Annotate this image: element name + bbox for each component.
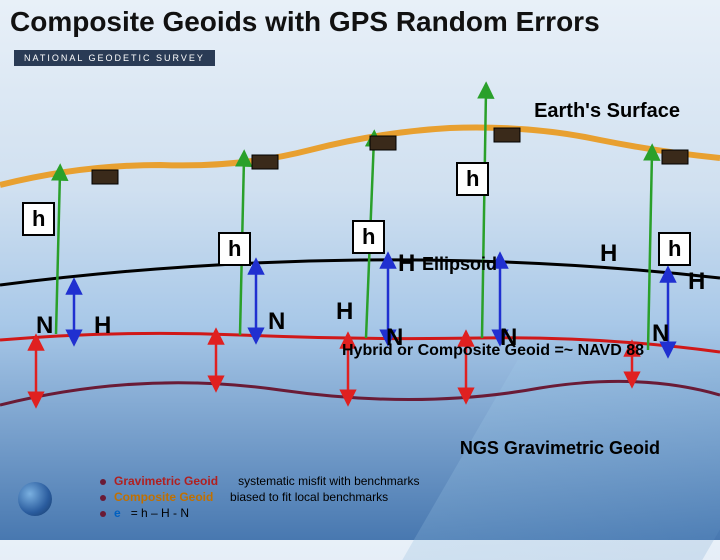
cap-n-label: N <box>386 324 403 352</box>
bullet-text: systematic misfit with benchmarks <box>238 474 419 488</box>
bullet-dot-icon <box>100 511 106 517</box>
h-label: h <box>22 202 55 236</box>
noaa-logo-icon <box>18 482 52 516</box>
cap-h-label: H <box>398 250 415 278</box>
bullet-list: Gravimetric Geoid systematic misfit with… <box>100 474 419 522</box>
cap-n-label: N <box>652 320 669 348</box>
term-gravimetric: Gravimetric Geoid <box>114 474 218 488</box>
page-title: Composite Geoids with GPS Random Errors <box>10 6 600 38</box>
cap-n-label: N <box>500 324 517 352</box>
cap-h-label: H <box>688 268 705 296</box>
ellipsoid-label: Ellipsoid <box>422 254 497 275</box>
term-e: e <box>114 506 121 520</box>
cap-h-label: H <box>600 240 617 268</box>
h-label: h <box>456 162 489 196</box>
bullet-text: = h – H - N <box>131 506 189 520</box>
bullet-text: biased to fit local benchmarks <box>230 490 388 504</box>
h-label: h <box>352 220 385 254</box>
bullet-item: e = h – H - N <box>100 506 419 520</box>
h-label: h <box>218 232 251 266</box>
ngs-header-bar: NATIONAL GEODETIC SURVEY <box>14 50 215 66</box>
term-composite: Composite Geoid <box>114 490 213 504</box>
bullet-dot-icon <box>100 495 106 501</box>
geoid-diagram <box>0 0 720 540</box>
earth-surface-label: Earth's Surface <box>534 100 680 123</box>
cap-h-label: H <box>336 298 353 326</box>
gravimetric-geoid-label: NGS Gravimetric Geoid <box>460 438 660 459</box>
h-label: h <box>658 232 691 266</box>
cap-n-label: N <box>268 308 285 336</box>
bullet-item: Gravimetric Geoid systematic misfit with… <box>100 474 419 488</box>
cap-n-label: N <box>36 312 53 340</box>
bullet-item: Composite Geoid biased to fit local benc… <box>100 490 419 504</box>
cap-h-label: H <box>94 312 111 340</box>
bullet-dot-icon <box>100 479 106 485</box>
